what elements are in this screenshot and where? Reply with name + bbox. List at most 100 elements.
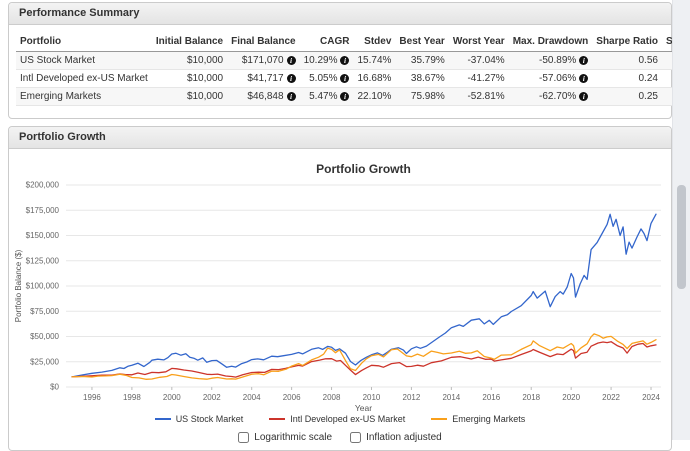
cell-portfolio: US Stock Market [16,51,152,70]
page-scrollbar-track [672,0,690,440]
info-icon[interactable]: i [340,56,350,65]
svg-text:2022: 2022 [602,393,620,402]
svg-text:2006: 2006 [283,393,301,402]
legend-item-emerging-markets[interactable]: Emerging Markets [431,414,525,424]
legend-label: Intl Developed ex-US Market [290,414,406,424]
svg-text:2008: 2008 [323,393,341,402]
legend-item-intl-developed[interactable]: Intl Developed ex-US Market [269,414,405,424]
col-header-final-balance: Final Balance [227,33,300,52]
cell-max-drawdown: -57.06% i [508,69,593,88]
table-row: US Stock Market $10,000 $171,070 i 10.29%… [16,51,690,70]
svg-text:2018: 2018 [522,393,540,402]
info-icon[interactable]: i [286,74,296,83]
svg-text:2020: 2020 [562,393,580,402]
cell-cagr: 5.05% i [299,69,354,88]
svg-text:2024: 2024 [642,393,660,402]
logarithmic-scale-checkbox[interactable] [238,432,250,443]
info-icon[interactable]: i [286,56,296,65]
cell-portfolio: Emerging Markets [16,87,152,106]
info-icon[interactable]: i [579,92,589,101]
performance-summary-table: Portfolio Initial Balance Final Balance … [16,33,690,106]
legend-label: Emerging Markets [452,414,526,424]
table-header-row: Portfolio Initial Balance Final Balance … [16,33,690,52]
portfolio-growth-panel: Portfolio Growth Portfolio Growth $0 $25,… [8,126,672,451]
svg-text:$25,000: $25,000 [30,357,59,366]
legend-swatch [154,418,171,420]
svg-text:$150,000: $150,000 [26,231,60,240]
svg-text:2004: 2004 [243,393,261,402]
svg-text:1998: 1998 [123,393,141,402]
inflation-adjusted-option[interactable]: Inflation adjusted [350,432,442,443]
performance-summary-panel: Performance Summary Portfolio Initial Ba… [8,2,690,119]
svg-text:$100,000: $100,000 [26,282,60,291]
svg-text:$0: $0 [50,383,59,392]
cell-stdev: 22.10% [353,87,396,106]
chart-options: Logarithmic scale Inflation adjusted [9,432,671,443]
cell-portfolio: Intl Developed ex-US Market [16,69,152,88]
cell-initial-balance: $10,000 [151,87,228,106]
cell-max-drawdown: -62.70% i [508,87,593,106]
info-icon[interactable]: i [286,92,296,101]
cell-final-balance: $41,717 i [227,69,300,88]
cell-initial-balance: $10,000 [151,69,228,88]
svg-text:2016: 2016 [482,393,500,402]
chart-legend: US Stock Market Intl Developed ex-US Mar… [9,414,671,424]
inflation-adjusted-checkbox[interactable] [350,432,362,443]
col-header-sharpe-ratio: Sharpe Ratio [592,33,662,52]
page-content: Performance Summary Portfolio Initial Ba… [8,2,690,451]
svg-text:Portfolio Balance ($): Portfolio Balance ($) [14,249,23,322]
svg-text:$50,000: $50,000 [30,332,59,341]
legend-item-us-stock-market[interactable]: US Stock Market [154,414,244,424]
info-icon[interactable]: i [340,74,350,83]
legend-label: US Stock Market [175,414,244,424]
svg-text:2012: 2012 [403,393,421,402]
cell-cagr: 10.29% i [299,51,354,70]
svg-text:2014: 2014 [442,393,460,402]
performance-summary-body: Portfolio Initial Balance Final Balance … [9,33,690,106]
col-header-portfolio: Portfolio [16,33,152,52]
svg-text:$125,000: $125,000 [26,256,60,265]
portfolio-growth-body: Portfolio Growth $0 $25,000 $50,000 $75,000… [9,149,671,450]
logarithmic-scale-option[interactable]: Logarithmic scale [238,432,332,443]
svg-text:$175,000: $175,000 [26,206,60,215]
cell-worst-year: -37.04% [448,51,509,70]
col-header-best-year: Best Year [395,33,449,52]
col-header-stdev: Stdev [353,33,396,52]
legend-swatch [269,418,286,420]
col-header-max-drawdown: Max. Drawdown [508,33,593,52]
cell-stdev: 16.68% [353,69,396,88]
logarithmic-scale-label: Logarithmic scale [254,432,333,443]
table-row: Intl Developed ex-US Market $10,000 $41,… [16,69,690,88]
inflation-adjusted-label: Inflation adjusted [366,432,442,443]
cell-final-balance: $171,070 i [227,51,300,70]
info-icon[interactable]: i [579,56,589,65]
cell-sharpe-ratio: 0.56 [592,51,662,70]
svg-text:$75,000: $75,000 [30,307,59,316]
svg-text:2002: 2002 [203,393,221,402]
legend-swatch [431,418,448,420]
cell-stdev: 15.74% [353,51,396,70]
col-header-initial-balance: Initial Balance [151,33,228,52]
table-row: Emerging Markets $10,000 $46,848 i 5.47% i… [16,87,690,106]
cell-best-year: 35.79% [395,51,449,70]
cell-final-balance: $46,848 i [227,87,300,106]
cell-worst-year: -41.27% [448,69,509,88]
performance-summary-header: Performance Summary [9,3,671,25]
chart-title: Portfolio Growth [316,162,411,176]
svg-text:1996: 1996 [83,393,101,402]
cell-worst-year: -52.81% [448,87,509,106]
cell-initial-balance: $10,000 [151,51,228,70]
svg-text:2010: 2010 [363,393,381,402]
page-scrollbar-thumb[interactable] [677,185,686,289]
cell-max-drawdown: -50.89% i [508,51,593,70]
svg-text:2000: 2000 [163,393,181,402]
info-icon[interactable]: i [579,74,589,83]
svg-text:Year: Year [355,403,372,411]
cell-sharpe-ratio: 0.24 [592,69,662,88]
portfolio-growth-chart[interactable]: $0 $25,000 $50,000 $75,000 $100,000 $125,000 $… [9,149,671,411]
col-header-cagr: CAGR [299,33,354,52]
info-icon[interactable]: i [340,92,350,101]
col-header-worst-year: Worst Year [448,33,509,52]
cell-cagr: 5.47% i [299,87,354,106]
portfolio-growth-header: Portfolio Growth [9,127,671,149]
